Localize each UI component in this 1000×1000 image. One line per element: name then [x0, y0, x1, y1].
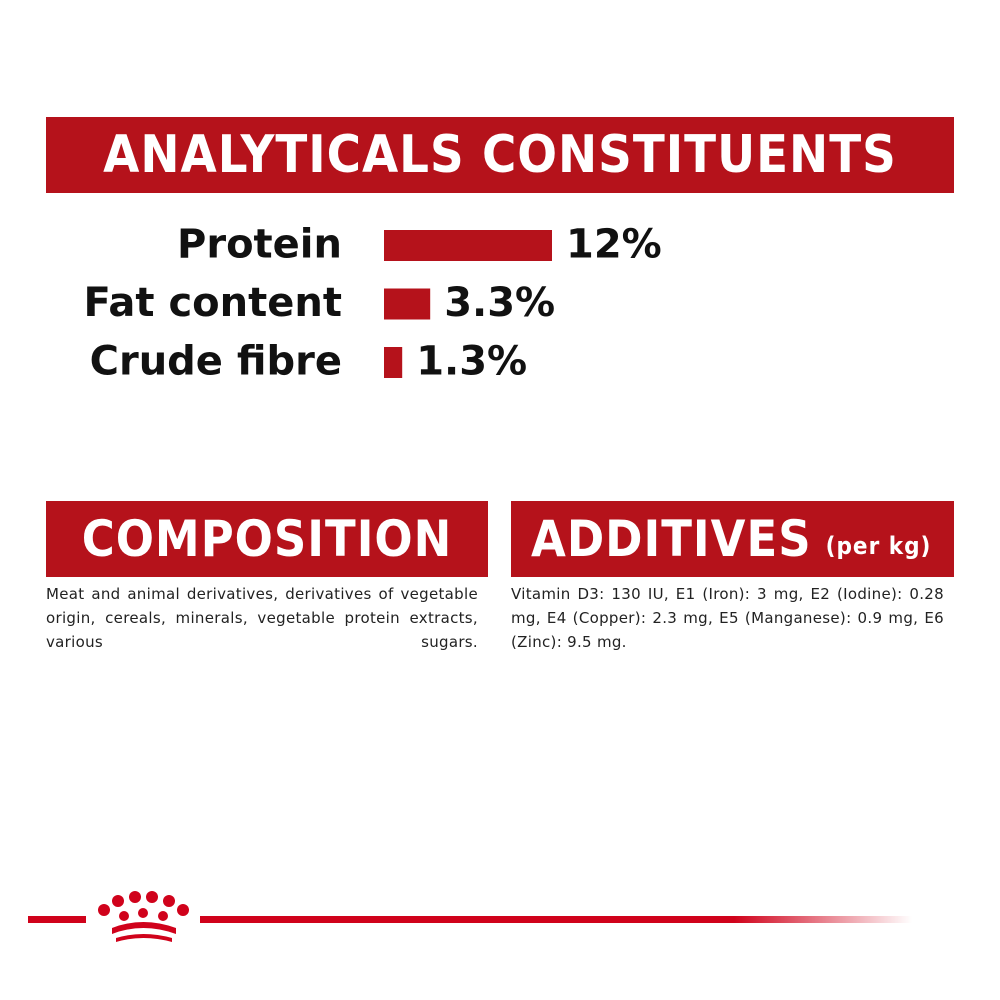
footer — [28, 891, 912, 942]
additives-text: Vitamin D3: 130 IU, E1 (Iron): 3 mg, E2 … — [511, 585, 944, 651]
chart: Protein 12% Fat content 3.3% Crude fibre 1.3% — [83, 222, 662, 385]
category-label: Protein — [177, 222, 342, 268]
value-label: 12% — [566, 222, 662, 268]
category-label: Crude fibre — [90, 339, 342, 385]
category-label: Fat content — [83, 280, 342, 326]
crown-logo — [98, 891, 189, 942]
title-band: ANALYTICALS CONSTITUENTS — [46, 117, 954, 193]
composition-title: COMPOSITION — [81, 510, 453, 568]
bar — [384, 347, 403, 378]
composition-band: COMPOSITION — [46, 501, 488, 577]
additives-band: ADDITIVES (per kg) — [511, 501, 954, 577]
bar — [384, 230, 552, 261]
additives-unit: (per kg) — [825, 532, 932, 560]
value-label: 1.3% — [416, 339, 527, 385]
footer-line — [28, 916, 86, 923]
footer-line — [200, 916, 912, 923]
composition-text: Meat and animal derivatives, derivatives… — [46, 585, 478, 651]
chart-title: ANALYTICALS CONSTITUENTS — [103, 125, 897, 185]
bar — [384, 288, 431, 320]
value-label: 3.3% — [444, 280, 555, 326]
additives-title: ADDITIVES — [531, 510, 812, 568]
